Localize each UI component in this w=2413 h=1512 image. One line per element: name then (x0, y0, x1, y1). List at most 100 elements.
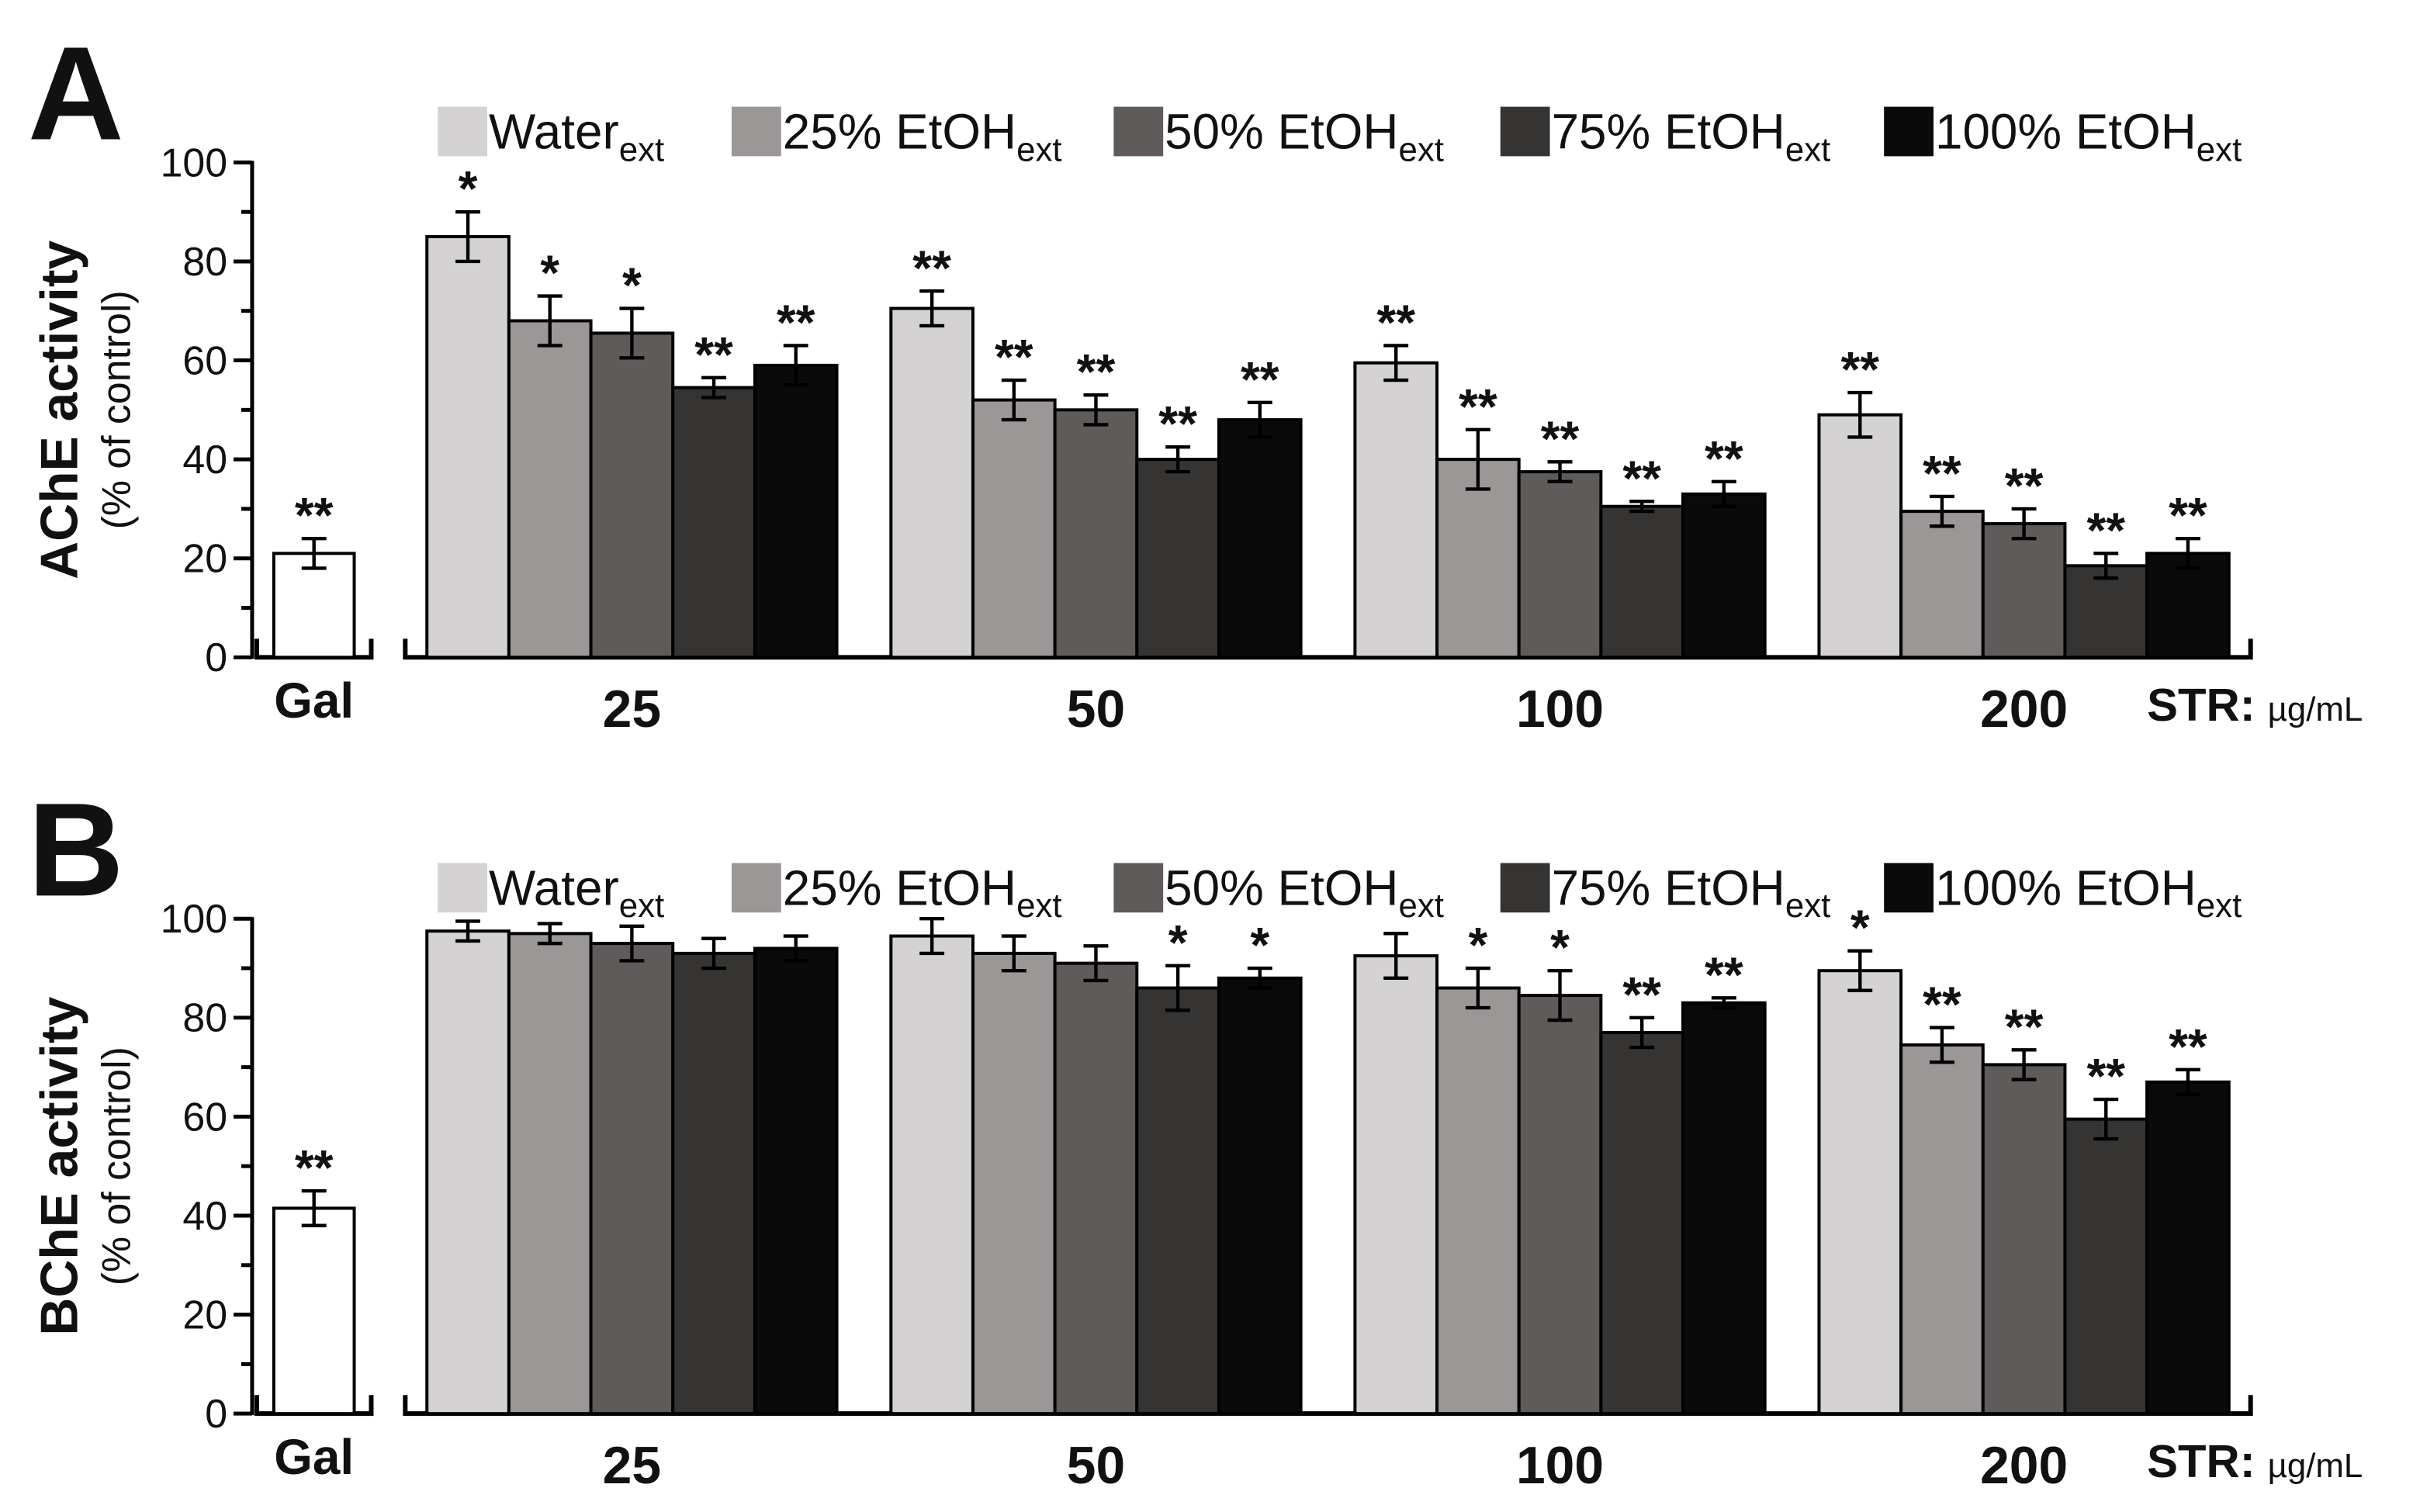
y-tick-label: 20 (182, 1292, 227, 1337)
y-tick-label: 40 (182, 437, 227, 482)
significance-label: ** (1923, 445, 1961, 501)
error-bar (701, 936, 726, 971)
bar (1517, 994, 1603, 1416)
legend-label: 75% EtOHext (1552, 103, 1831, 168)
control-label: Gal (274, 673, 354, 728)
error-bar (919, 289, 945, 328)
bar (1353, 954, 1439, 1416)
y-tick-label: 100 (161, 140, 227, 185)
y-tick-label: 100 (161, 896, 227, 941)
bar (671, 386, 756, 659)
bar (1517, 470, 1603, 659)
legend-subscript: ext (619, 887, 665, 925)
error-bar (1083, 393, 1109, 427)
y-tick-label: 0 (205, 635, 227, 680)
legend-subscript: ext (1785, 887, 1831, 925)
bar (1217, 976, 1303, 1416)
significance-label: ** (777, 294, 815, 350)
legend-name: Water (489, 103, 619, 159)
legend-swatch (1884, 863, 1934, 913)
control-bar (272, 552, 356, 659)
error-bar (1001, 378, 1026, 422)
bar (1135, 458, 1220, 659)
legend-swatch (438, 863, 487, 913)
bar (1681, 1001, 1767, 1416)
panel: B BChE activity (% of control) 0 20 40 60 80 100… (28, 776, 2363, 1495)
bar (1135, 986, 1220, 1416)
panel-label: B (28, 776, 124, 924)
y-axis-title: AChE activity (31, 240, 89, 580)
bar (1353, 361, 1439, 659)
y-tick-label: 80 (182, 995, 227, 1040)
error-bar (1847, 390, 1873, 439)
error-bar (1083, 944, 1109, 983)
bar (1817, 413, 1903, 659)
legend-label: 100% EtOHext (1935, 103, 2242, 168)
bar (1599, 1030, 1685, 1416)
panel: A AChE activity (% of control) 0 20 40 60 80 100… (28, 19, 2363, 739)
legend-label: 50% EtOHext (1165, 860, 1444, 925)
bar (1217, 418, 1303, 659)
legend-name: 75% EtOH (1552, 103, 1785, 159)
x-axis-baseline (403, 1395, 2253, 1417)
control-label: Gal (274, 1429, 354, 1485)
error-bar (455, 919, 481, 943)
legend-subscript: ext (2197, 130, 2242, 168)
bar (753, 946, 839, 1416)
y-tick-label: 40 (182, 1193, 227, 1238)
bar (1435, 986, 1521, 1416)
bar (889, 934, 975, 1416)
error-bar (1930, 494, 1954, 528)
significance-label: ** (2086, 502, 2125, 558)
x-axis-baseline (403, 638, 2253, 660)
error-bar (619, 924, 645, 963)
bar (589, 331, 675, 659)
legend-name: 25% EtOH (783, 860, 1016, 915)
error-bar (2093, 552, 2119, 580)
bar (425, 235, 511, 659)
x-tick-label: 50 (1067, 680, 1125, 739)
y-tick-label: 60 (182, 337, 227, 382)
error-bar (1847, 949, 1873, 992)
legend-name: 25% EtOH (783, 103, 1016, 159)
legend-swatch (1113, 863, 1164, 913)
legend-label: 25% EtOHext (783, 860, 1062, 925)
error-bar (1001, 934, 1026, 973)
significance-label: * (622, 258, 642, 313)
bar (1981, 522, 2067, 659)
significance-label: * (1550, 919, 1570, 975)
legend-subscript: ext (2197, 887, 2242, 925)
bar (971, 951, 1057, 1416)
x-tick-label: 100 (1516, 680, 1604, 739)
error-bar (1930, 1026, 1954, 1064)
legend-subscript: ext (619, 130, 665, 168)
x-axis-title: STR: µg/mL (2147, 679, 2363, 731)
x-tick-label: 25 (603, 680, 661, 739)
significance-label: ** (1376, 294, 1415, 350)
error-bar (1465, 966, 1490, 1010)
error-bar (537, 294, 563, 348)
legend-label: Waterext (489, 860, 664, 925)
legend-subscript: ext (1398, 130, 1444, 168)
error-bar (1711, 479, 1736, 508)
legend-subscript: ext (1016, 887, 1062, 925)
bar (1599, 504, 1685, 659)
legend-swatch (1500, 863, 1550, 913)
significance-label: * (1250, 917, 1269, 973)
significance-label: ** (1241, 351, 1279, 407)
bar (1435, 458, 1521, 659)
legend-swatch (731, 863, 781, 913)
bar (507, 319, 593, 659)
significance-label: * (1850, 900, 1870, 956)
significance-label: ** (995, 329, 1033, 385)
bar (1899, 510, 1985, 659)
bar (1681, 492, 1767, 659)
significance-label: ** (1622, 450, 1661, 506)
error-bar (2093, 1097, 2119, 1141)
x-axis-unit: µg/mL (2268, 690, 2363, 728)
bar (1053, 961, 1139, 1416)
panel-label: A (28, 19, 124, 168)
legend-name: 100% EtOH (1935, 103, 2197, 159)
x-axis-title-text: STR: (2147, 1435, 2255, 1487)
